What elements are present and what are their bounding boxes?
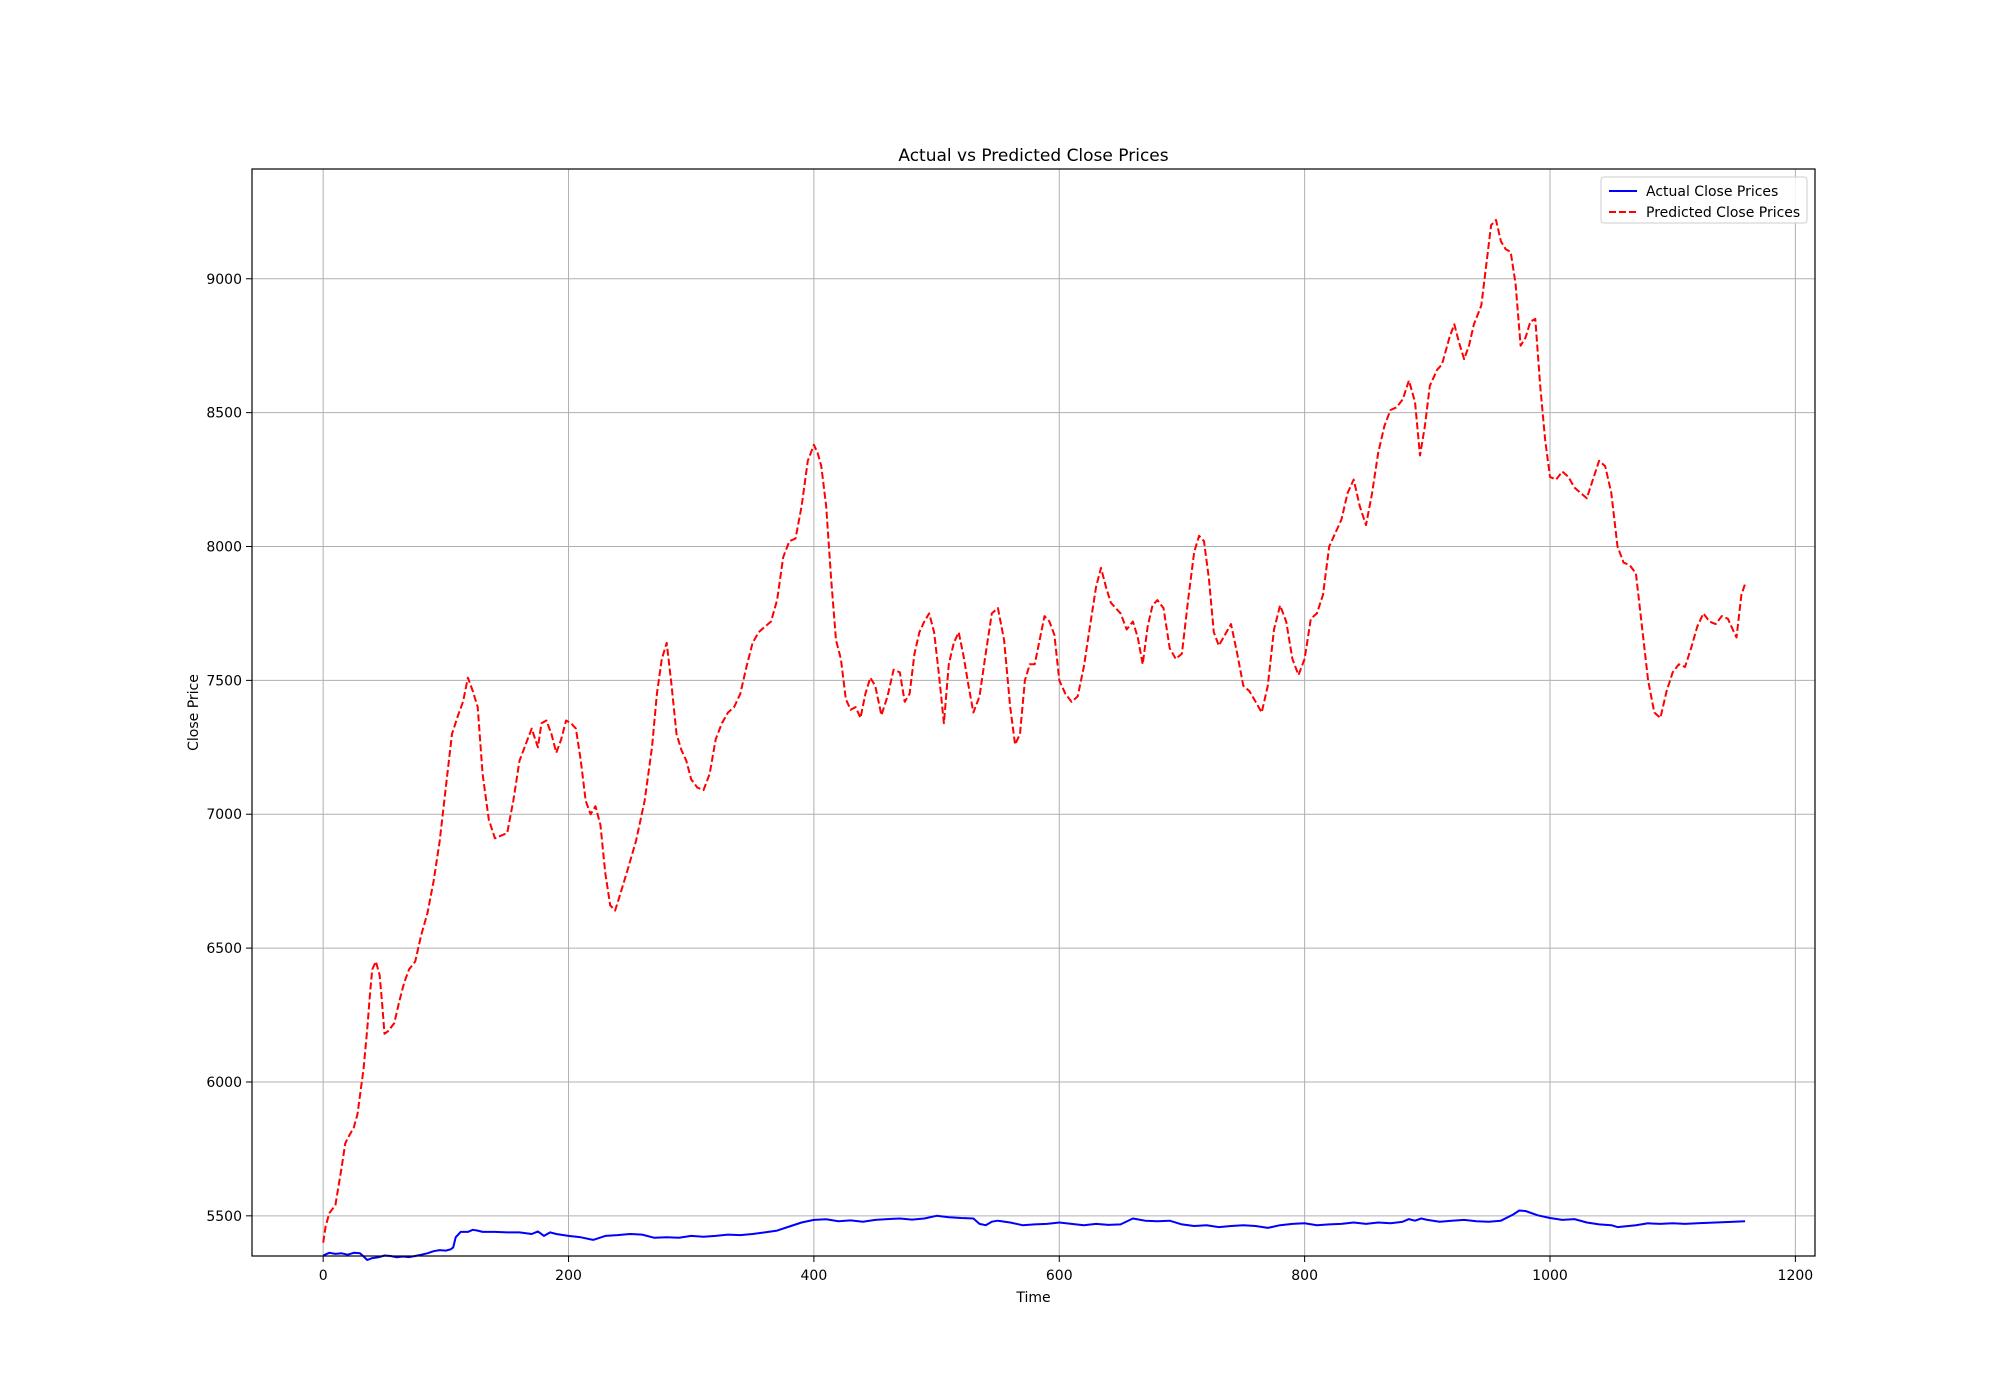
series-line-predicted — [322, 218, 1747, 1243]
series-line-actual — [322, 1209, 1746, 1261]
series-layer — [322, 218, 1747, 1261]
y-tick-label: 6500 — [206, 941, 242, 957]
y-axis-label: Close Price — [186, 674, 202, 751]
x-tick-label: 400 — [801, 1268, 828, 1284]
x-tick-label: 0 — [319, 1268, 328, 1284]
y-tick-label: 5500 — [206, 1209, 242, 1225]
y-tick-label: 8500 — [206, 406, 242, 422]
axis-ticks: 0 200 400 600 800 1000 1200 5500 6000 6500 7000 750… — [206, 272, 1813, 1284]
grid — [252, 169, 1815, 1256]
legend: Actual Close Prices Predicted Close Pric… — [1600, 176, 1808, 224]
x-tick-label: 800 — [1291, 1268, 1318, 1284]
x-tick-label: 200 — [555, 1268, 582, 1284]
chart-title: Actual vs Predicted Close Prices — [898, 146, 1168, 166]
legend-label-actual: Actual Close Prices — [1646, 184, 1778, 200]
y-tick-label: 7000 — [206, 807, 242, 823]
y-tick-label: 9000 — [206, 272, 242, 288]
y-tick-label: 7500 — [206, 673, 242, 689]
y-tick-label: 6000 — [206, 1075, 242, 1091]
plot-frame — [251, 168, 1816, 1257]
x-tick-label: 600 — [1046, 1268, 1073, 1284]
x-tick-label: 1000 — [1532, 1268, 1568, 1284]
legend-label-predicted: Predicted Close Prices — [1646, 205, 1800, 221]
y-tick-label: 8000 — [206, 540, 242, 556]
legend-box — [1600, 176, 1808, 224]
x-axis-label: Time — [1015, 1290, 1050, 1306]
x-tick-label: 1200 — [1778, 1268, 1814, 1284]
